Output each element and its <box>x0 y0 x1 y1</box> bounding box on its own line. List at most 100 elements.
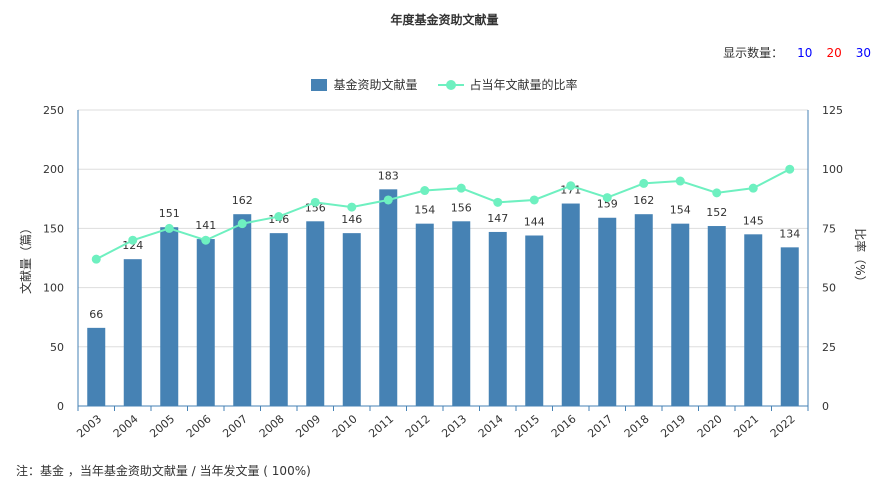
ratio-point <box>347 202 357 212</box>
bar-value-label: 152 <box>706 206 727 219</box>
bar <box>196 239 215 406</box>
x-tick-label: 2011 <box>366 412 396 440</box>
x-tick-label: 2013 <box>439 412 469 440</box>
bar-value-label: 154 <box>414 204 435 217</box>
ratio-point <box>310 197 320 207</box>
bar-value-label: 146 <box>341 213 362 226</box>
x-tick-label: 2019 <box>658 412 688 440</box>
bar-value-label: 162 <box>232 194 253 207</box>
x-tick-label: 2003 <box>74 412 104 440</box>
bar <box>598 217 617 406</box>
ratio-point <box>748 183 758 193</box>
bar <box>233 214 252 406</box>
ratio-point <box>237 219 247 229</box>
y-tick-label: 50 <box>50 341 64 354</box>
ratio-point <box>456 183 466 193</box>
bar-value-label: 162 <box>633 194 654 207</box>
y-right-axis-title: 比率（%） <box>853 228 868 287</box>
bar <box>306 221 325 406</box>
ratio-point <box>128 235 138 245</box>
y-right-tick-label: 75 <box>822 222 836 235</box>
bar <box>671 223 690 406</box>
y-right-tick-label: 50 <box>822 282 836 295</box>
x-tick-label: 2009 <box>293 412 323 440</box>
x-tick-label: 2008 <box>257 412 287 440</box>
bar <box>780 247 799 406</box>
y-tick-label: 0 <box>57 400 64 413</box>
bar-value-label: 145 <box>743 214 764 227</box>
display-count-option-20[interactable]: 20 <box>826 45 842 60</box>
bar-value-label: 144 <box>524 216 545 229</box>
x-tick-label: 2015 <box>512 412 542 440</box>
bar-value-label: 183 <box>378 169 399 182</box>
bar <box>87 327 106 406</box>
x-tick-label: 2012 <box>403 412 433 440</box>
x-tick-label: 2014 <box>476 412 506 440</box>
bar-value-label: 66 <box>89 308 103 321</box>
legend-item-ratio[interactable]: 占当年文献量的比率 <box>437 76 578 93</box>
bar <box>269 233 288 406</box>
ratio-point <box>675 176 685 186</box>
legend-label-ratio: 占当年文献量的比率 <box>469 78 578 92</box>
x-tick-label: 2007 <box>220 412 250 440</box>
ratio-point <box>274 212 284 222</box>
bar <box>488 231 507 406</box>
x-tick-label: 2017 <box>585 412 615 440</box>
ratio-point <box>712 188 722 198</box>
bar <box>160 227 179 406</box>
legend-line-swatch <box>437 79 464 91</box>
x-tick-label: 2016 <box>549 412 579 440</box>
y-tick-label: 100 <box>43 282 64 295</box>
y-right-tick-label: 0 <box>822 400 829 413</box>
ratio-point <box>785 164 795 174</box>
ratio-point <box>383 195 393 205</box>
bar <box>415 223 434 406</box>
ratio-point <box>420 186 430 196</box>
bar <box>123 259 142 406</box>
x-tick-label: 2006 <box>184 412 214 440</box>
bar-value-label: 147 <box>487 212 508 225</box>
ratio-line <box>95 168 791 261</box>
x-tick-label: 2005 <box>147 412 177 440</box>
ratio-point <box>91 254 101 264</box>
ratio-point <box>602 193 612 203</box>
chart-title: 年度基金资助文献量 <box>390 13 499 27</box>
bar-value-label: 151 <box>159 207 180 220</box>
bar-value-label: 134 <box>779 227 800 240</box>
y-right-tick-label: 100 <box>822 163 843 176</box>
ratio-point <box>493 197 503 207</box>
legend-bar-swatch <box>311 78 328 91</box>
ratio-point <box>566 181 576 191</box>
bar <box>452 221 471 406</box>
chart-legend: 基金资助文献量 占当年文献量的比率 <box>0 76 889 93</box>
ratio-point <box>201 235 211 245</box>
legend-item-funded-count[interactable]: 基金资助文献量 <box>311 76 418 93</box>
x-tick-label: 2004 <box>111 412 141 440</box>
bar-value-label: 156 <box>451 201 472 214</box>
bar <box>379 189 398 406</box>
x-tick-label: 2020 <box>695 412 725 440</box>
y-tick-label: 200 <box>43 163 64 176</box>
display-count-selector: 显示数量： 10 20 30 <box>723 44 871 61</box>
x-tick-label: 2022 <box>768 412 798 440</box>
x-tick-label: 2021 <box>731 412 761 440</box>
ratio-point <box>164 223 174 233</box>
bar <box>561 203 580 406</box>
ratio-point <box>639 178 649 188</box>
bar <box>634 214 653 406</box>
bar <box>342 233 361 406</box>
bar <box>744 234 763 406</box>
y-right-tick-label: 125 <box>822 104 843 117</box>
ratio-point <box>529 195 539 205</box>
y-tick-label: 250 <box>43 104 64 117</box>
y-right-tick-label: 25 <box>822 341 836 354</box>
bar-value-label: 141 <box>195 219 216 232</box>
bar-value-label: 159 <box>597 198 618 211</box>
display-count-option-30[interactable]: 30 <box>855 45 871 60</box>
y-axis-title: 文献量（篇） <box>18 222 33 294</box>
display-count-label: 显示数量： <box>723 46 784 60</box>
legend-label-funded-count: 基金资助文献量 <box>333 78 418 92</box>
display-count-option-10[interactable]: 10 <box>797 45 813 60</box>
bar <box>707 226 726 406</box>
